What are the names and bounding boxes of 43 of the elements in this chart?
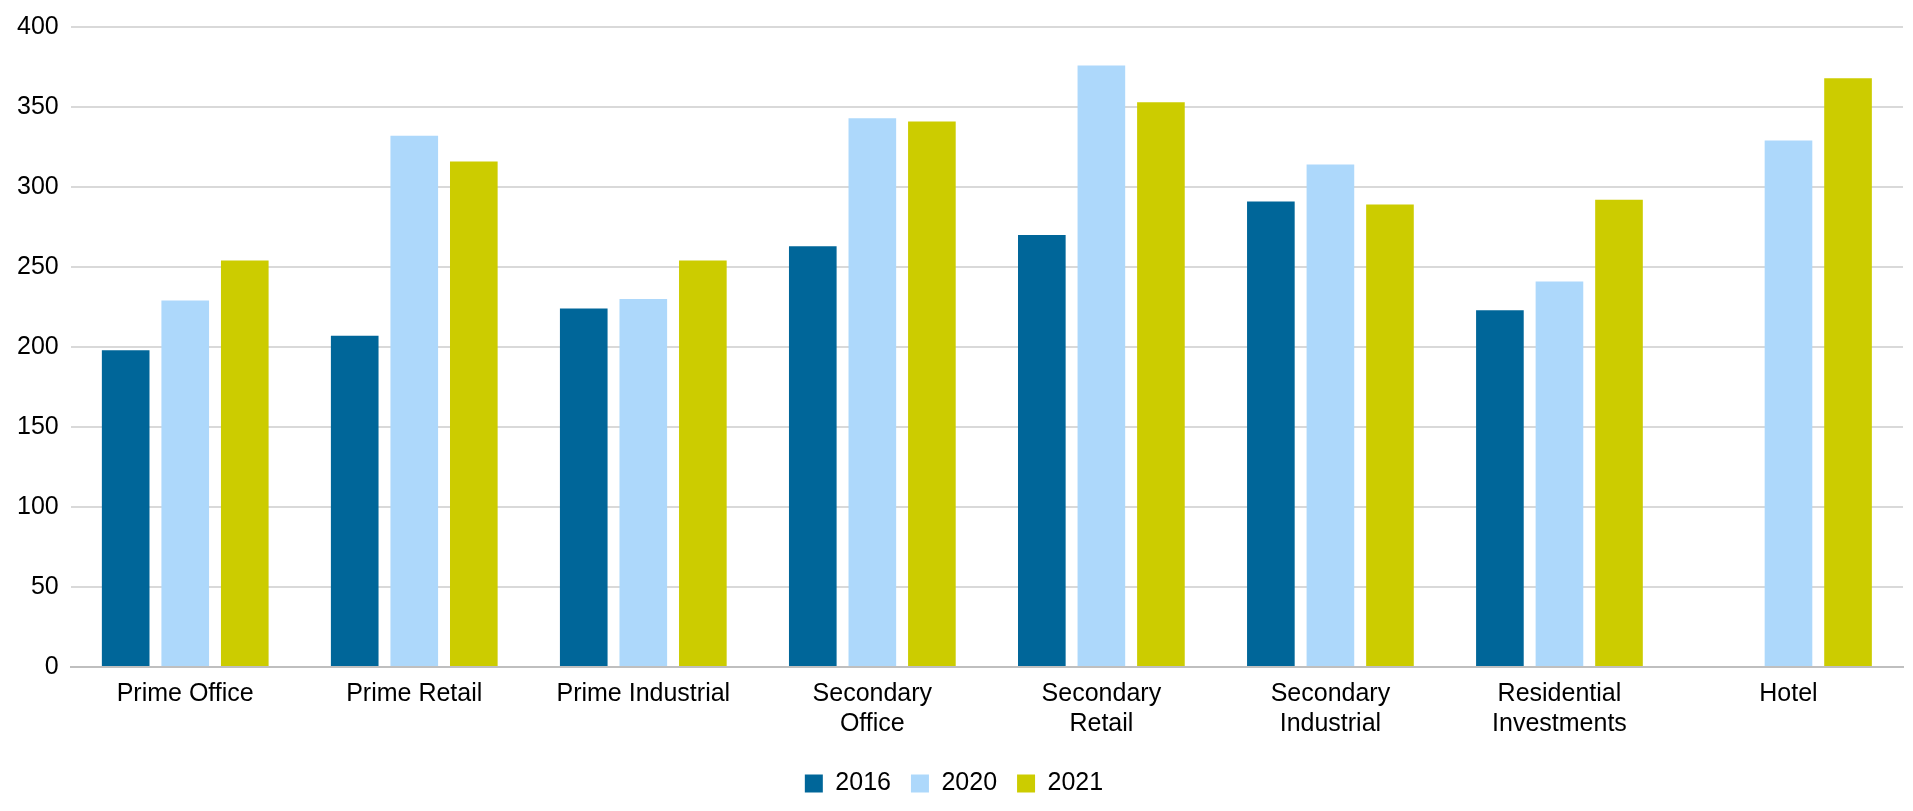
- x-tick-label: Secondary Industrial: [1270, 677, 1391, 736]
- x-tick-label: Secondary Office: [812, 677, 933, 736]
- bar: [619, 299, 668, 666]
- y-tick-label: 200: [16, 330, 59, 359]
- bar: [848, 118, 897, 666]
- y-tick-label: 50: [30, 570, 59, 599]
- x-tick-label: Secondary Retail: [1041, 677, 1162, 736]
- legend-label: 2020: [941, 767, 998, 796]
- bar: [1764, 140, 1813, 666]
- bar: [1595, 199, 1643, 666]
- bar: [1535, 281, 1584, 666]
- bar: [1077, 65, 1126, 666]
- y-tick-label: 250: [16, 250, 59, 279]
- bar: [1476, 310, 1524, 666]
- x-tick-label: Residential Investments: [1492, 677, 1627, 736]
- x-tick-label: Prime Industrial: [556, 677, 731, 706]
- x-tick-label: Prime Retail: [346, 677, 483, 706]
- bar: [1366, 204, 1414, 666]
- y-tick-label: 400: [16, 10, 59, 39]
- legend-label: 2016: [835, 767, 891, 796]
- bar: [330, 335, 379, 666]
- bar: [101, 350, 150, 666]
- y-tick-label: 300: [16, 170, 59, 199]
- y-tick-label: 100: [16, 490, 59, 519]
- y-tick-label: 150: [16, 410, 59, 439]
- bar: [559, 308, 608, 666]
- bar: [1137, 102, 1185, 666]
- bar: [390, 135, 439, 666]
- bar: [679, 260, 727, 666]
- bar: [450, 161, 498, 666]
- bar: [1247, 201, 1295, 666]
- bar: [788, 246, 837, 666]
- bar: [1824, 78, 1872, 666]
- bar: [220, 260, 269, 666]
- bar: [161, 300, 210, 666]
- bar: [1018, 235, 1066, 666]
- y-tick-label: 350: [16, 90, 59, 119]
- legend-label: 2021: [1047, 767, 1104, 796]
- x-tick-label: Hotel: [1759, 677, 1818, 706]
- bar: [1306, 164, 1355, 666]
- y-tick-label: 0: [44, 650, 59, 679]
- x-tick-label: Prime Office: [116, 677, 254, 706]
- bar: [908, 121, 956, 666]
